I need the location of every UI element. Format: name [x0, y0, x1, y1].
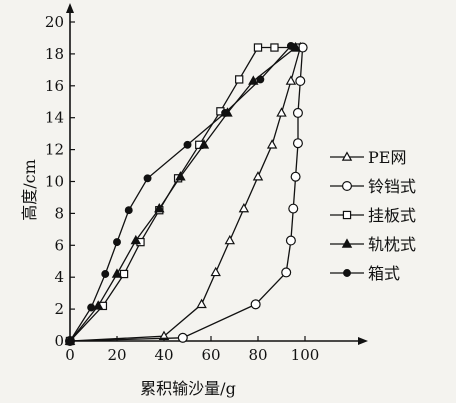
data-point — [87, 303, 96, 312]
legend-marker — [341, 238, 353, 248]
y-tick-label: 4 — [54, 268, 64, 286]
data-point — [224, 234, 236, 245]
data-point — [210, 266, 221, 277]
data-point — [101, 270, 110, 278]
x-tick-label: 20 — [107, 346, 126, 364]
x-axis-arrow — [358, 337, 368, 345]
data-point — [276, 107, 287, 117]
data-point — [113, 238, 121, 247]
y-tick-label: 20 — [45, 13, 64, 31]
data-point — [285, 235, 296, 246]
series-1 — [64, 41, 306, 345]
legend-label: PE网 — [368, 148, 406, 167]
legend-label: 轨枕式 — [368, 235, 416, 254]
series-line — [69, 46, 297, 342]
legend-entry: 轨枕式 — [330, 235, 416, 254]
data-point — [183, 140, 192, 149]
y-tick-label: 10 — [45, 173, 64, 191]
legend-entry: 箱式 — [330, 264, 400, 283]
data-point — [270, 43, 279, 52]
y-tick-label: 6 — [54, 236, 64, 254]
legend-marker — [343, 269, 351, 277]
x-tick-label: 60 — [201, 346, 220, 364]
legend-label: 箱式 — [368, 264, 400, 283]
legend-entry: 挂板式 — [330, 206, 416, 225]
data-point — [92, 300, 104, 310]
data-point — [177, 332, 188, 343]
legend-entry: 铃铛式 — [330, 177, 416, 196]
legend-marker — [342, 210, 352, 220]
data-point — [292, 138, 303, 149]
series-layer — [64, 41, 308, 347]
data-point — [248, 75, 259, 85]
y-tick-label: 2 — [54, 300, 64, 318]
axes: 0 20 40 60 80 100 0 2 4 6 8 10 12 14 16 18 20 — [45, 3, 368, 364]
data-point — [285, 75, 297, 85]
data-point — [253, 43, 263, 52]
y-axis-label: 高度/cm — [20, 159, 39, 221]
data-point — [250, 299, 261, 310]
data-point — [143, 174, 152, 183]
data-point — [158, 330, 170, 340]
x-axis-label: 累积输沙量/g — [140, 379, 236, 398]
y-tick-label: 16 — [45, 77, 64, 95]
data-point — [281, 267, 292, 278]
y-tick-label: 0 — [54, 332, 64, 350]
data-point — [221, 108, 230, 117]
legend-label: 铃铛式 — [368, 177, 416, 196]
data-point — [290, 171, 301, 182]
y-tick-label: 18 — [45, 45, 64, 63]
y-tick-label: 14 — [45, 109, 64, 127]
data-point — [292, 107, 303, 118]
y-tick-label: 8 — [54, 204, 64, 222]
y-tick-label: 12 — [45, 141, 64, 159]
data-point — [119, 269, 129, 279]
x-tick-label: 100 — [291, 346, 320, 364]
legend-marker — [341, 180, 353, 192]
x-tick-label: 80 — [248, 346, 267, 364]
data-point — [256, 75, 265, 84]
y-axis-arrow — [66, 3, 74, 13]
data-point — [175, 171, 186, 181]
series-line — [69, 47, 304, 342]
data-point — [198, 139, 210, 149]
series-5 — [66, 41, 295, 345]
data-point — [111, 268, 123, 278]
series-4 — [64, 41, 301, 345]
data-point — [238, 202, 250, 213]
legend-label: 挂板式 — [368, 206, 416, 225]
data-point — [288, 203, 299, 214]
series-2 — [64, 42, 308, 347]
data-point — [266, 139, 278, 149]
series-line — [69, 45, 292, 342]
legend-entry: PE网 — [330, 148, 406, 167]
data-point — [66, 337, 74, 345]
data-point — [252, 171, 264, 181]
data-point — [196, 298, 207, 309]
data-point — [130, 234, 142, 245]
data-point — [295, 76, 306, 87]
data-point — [154, 202, 165, 213]
data-point — [235, 75, 244, 84]
series-line — [69, 47, 301, 342]
data-point — [286, 41, 295, 50]
x-tick-label: 0 — [65, 346, 75, 364]
data-point — [124, 206, 133, 215]
legend-marker — [341, 151, 353, 161]
x-tick-label: 40 — [154, 346, 173, 364]
